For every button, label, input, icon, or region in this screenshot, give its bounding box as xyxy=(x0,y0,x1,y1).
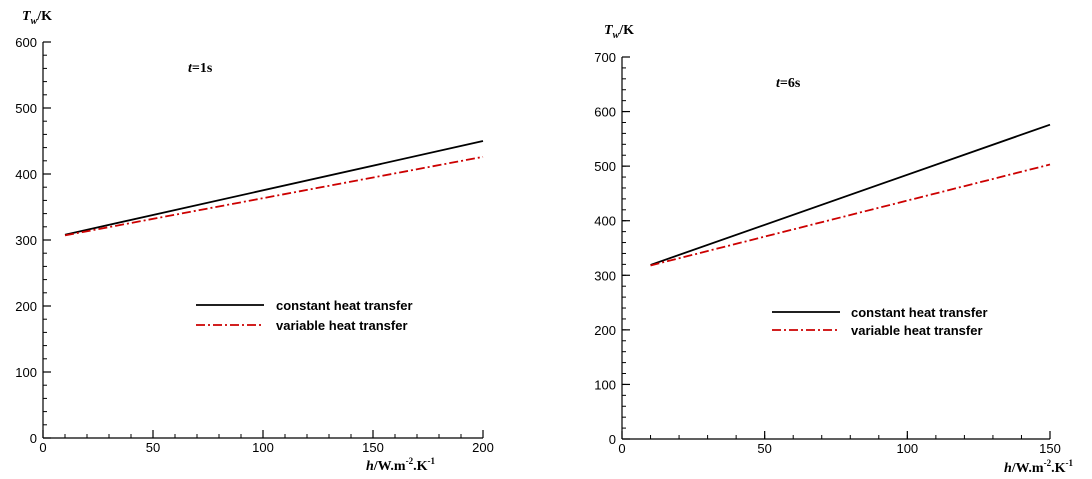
x-tick-label: 150 xyxy=(1039,441,1061,456)
x-tick-label: 100 xyxy=(252,440,274,455)
time-annotation-var: t xyxy=(776,76,781,91)
x-tick-label: 50 xyxy=(146,440,160,455)
time-annotation-var: t xyxy=(188,61,193,76)
y-tick-label: 600 xyxy=(15,35,37,50)
x-tick-label: 200 xyxy=(472,440,494,455)
y-tick-label: 200 xyxy=(594,323,616,338)
legend-label: variable heat transfer xyxy=(851,323,983,338)
legend-label: variable heat transfer xyxy=(276,318,408,333)
y-tick-label: 100 xyxy=(15,365,37,380)
y-tick-label: 300 xyxy=(15,233,37,248)
legend-label: constant heat transfer xyxy=(851,305,988,320)
series-line-solid xyxy=(650,123,1051,266)
series-line-dashdot xyxy=(64,155,484,237)
y-axis-title: Tw/K xyxy=(604,23,634,41)
x-axis-title: h/W.m-2.K-1 xyxy=(1004,458,1073,476)
legend-label: constant heat transfer xyxy=(276,298,413,313)
y-tick-label: 0 xyxy=(609,432,616,447)
time-annotation-value: =1s xyxy=(192,61,213,76)
time-annotation: t=6s xyxy=(776,76,801,91)
chart-panel-2: 0 50 100 150 0 100 200 300 400 500 600 700 t=6s Tw/K h… xyxy=(594,23,1073,476)
y-tick-label: 400 xyxy=(594,214,616,229)
x-axis-title: h/W.m-2.K-1 xyxy=(366,456,435,474)
y-tick-label: 600 xyxy=(594,105,616,120)
time-annotation: t=1s xyxy=(188,61,213,76)
x-tick-label: 150 xyxy=(362,440,384,455)
y-tick-label: 500 xyxy=(594,159,616,174)
legend: constant heat transfer variable heat tran… xyxy=(196,298,413,333)
series-line-dashdot xyxy=(650,163,1051,267)
y-axis-title: Tw/K xyxy=(22,9,52,27)
y-tick-label: 400 xyxy=(15,167,37,182)
y-tick-label: 200 xyxy=(15,299,37,314)
time-annotation-value: =6s xyxy=(780,76,801,91)
y-tick-label: 300 xyxy=(594,268,616,283)
series-line-solid xyxy=(64,140,484,236)
y-tick-label: 500 xyxy=(15,101,37,116)
y-tick-label: 100 xyxy=(594,377,616,392)
y-tick-label: 0 xyxy=(30,431,37,446)
x-tick-label: 50 xyxy=(757,441,771,456)
x-tick-label: 0 xyxy=(618,441,625,456)
x-tick-label: 100 xyxy=(896,441,918,456)
chart-panel-1: 0 50 100 150 200 0 100 200 300 400 500 600 t=1s Tw/K h… xyxy=(15,9,494,474)
y-tick-label: 700 xyxy=(594,50,616,65)
x-tick-label: 0 xyxy=(39,440,46,455)
legend: constant heat transfer variable heat tran… xyxy=(772,305,988,338)
